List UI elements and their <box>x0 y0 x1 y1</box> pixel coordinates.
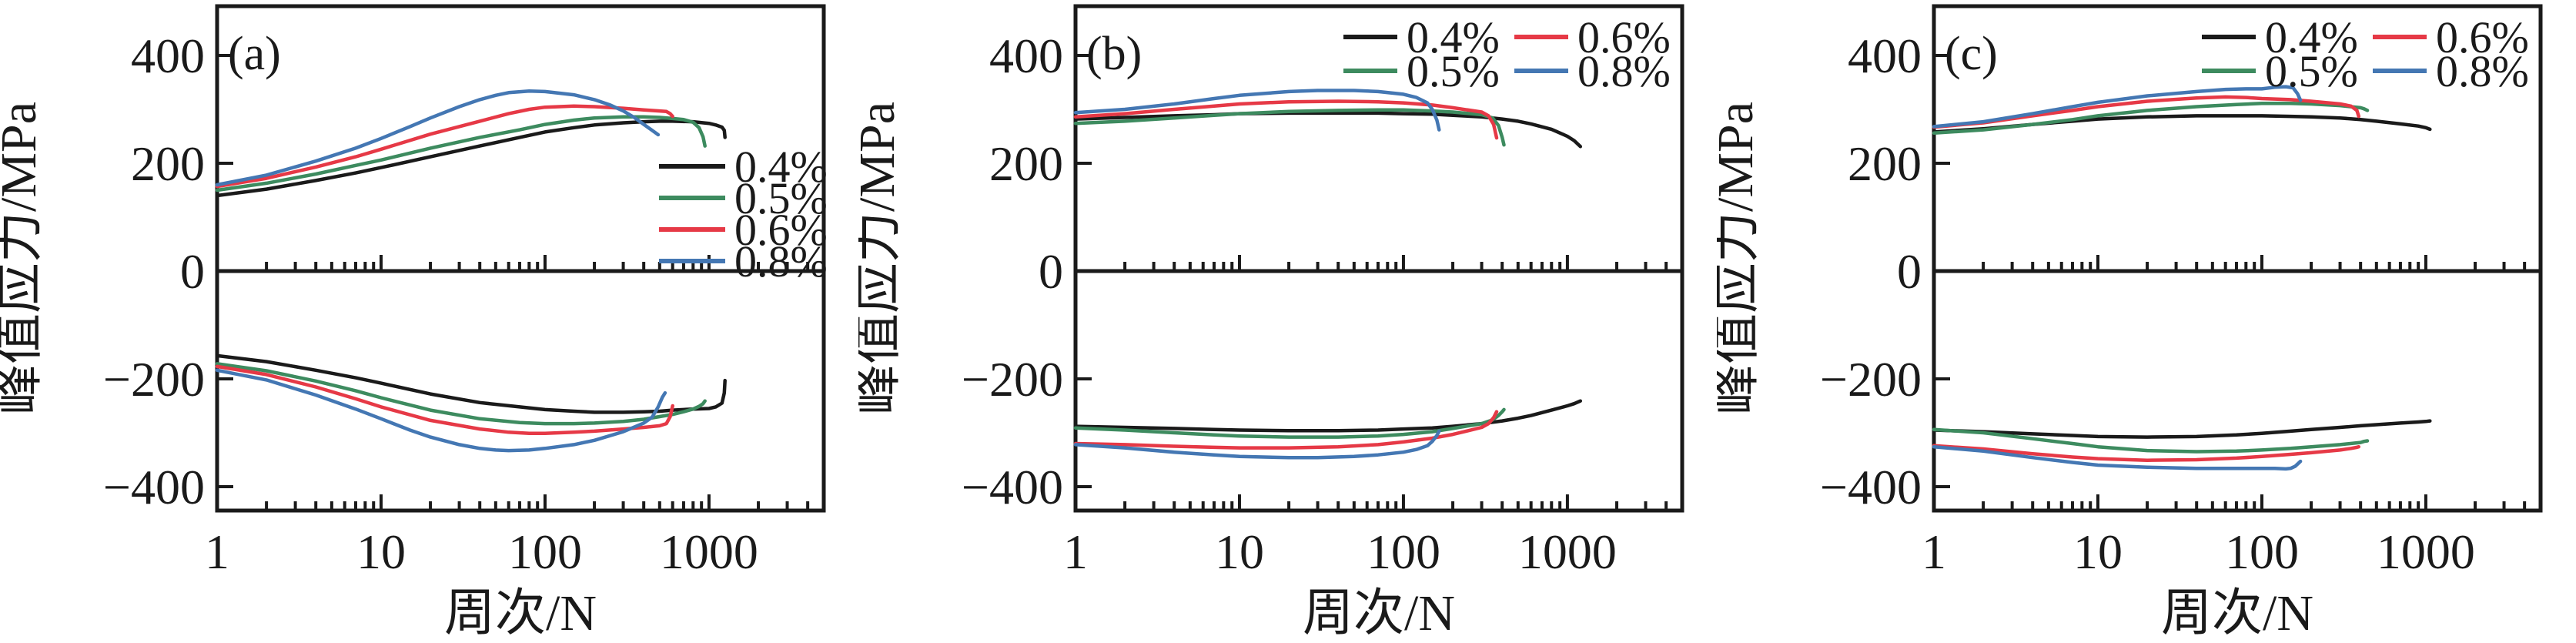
peak-stress-line-0.4% <box>215 119 727 198</box>
y-tick-label: 0 <box>1039 244 1063 299</box>
legend: 0.4%0.5%0.6%0.8% <box>659 142 828 286</box>
panel-letter: (a) <box>228 28 281 80</box>
legend-label-0.8%: 0.8% <box>2436 46 2529 96</box>
x-ticks <box>216 255 825 511</box>
x-axis-label: 周次/N <box>1303 585 1455 641</box>
y-axis-label: 峰值应力/MPa <box>858 102 905 415</box>
x-axis-label: 周次/N <box>444 585 597 641</box>
panel-letter: (c) <box>1945 28 1998 80</box>
y-tick-label: 0 <box>1897 244 1922 299</box>
y-tick-label: 200 <box>989 136 1063 191</box>
y-tick-label: −200 <box>1820 352 1922 407</box>
legend: 0.4% 0.6% 0.5% 0.8% <box>2202 12 2529 96</box>
x-tick-label: 10 <box>2073 524 2123 579</box>
peak-stress-line-0.8% <box>215 89 661 187</box>
x-tick-label: 1000 <box>2377 524 2475 579</box>
valley-stress-line-0.8% <box>215 368 667 453</box>
x-ticks <box>1074 255 1684 511</box>
y-ticks <box>1076 54 1092 488</box>
valley-stress-line-0.6% <box>1073 410 1499 450</box>
y-axis-label: 峰值应力/MPa <box>1717 102 1764 415</box>
valley-stress-line-0.8% <box>1932 444 2303 471</box>
peak-stress-line-0.8% <box>1073 89 1441 132</box>
legend-label-0.8%: 0.8% <box>734 236 828 286</box>
y-tick-label: −200 <box>103 352 205 407</box>
valley-stress-line-0.6% <box>1932 444 2361 462</box>
y-tick-label: −400 <box>1820 460 1922 514</box>
legend-label-0.4%: 0.4% <box>734 142 828 192</box>
y-ticks <box>217 54 233 488</box>
peak-stress-line-0.6% <box>1932 95 2361 129</box>
peak-stress-line-0.6% <box>215 104 674 189</box>
valley-stress-line-0.4% <box>1932 419 2432 439</box>
x-tick-label: 1 <box>1922 524 1946 579</box>
legend-label-0.6%: 0.6% <box>734 205 828 255</box>
x-tick-label: 10 <box>1215 524 1264 579</box>
peak-stress-line-0.5% <box>1073 108 1506 147</box>
x-tick-label: 10 <box>356 524 406 579</box>
legend-label-0.6%: 0.6% <box>2436 12 2529 62</box>
valley-stress-line-0.6% <box>215 364 674 435</box>
y-ticks <box>1934 54 1950 488</box>
y-tick-label: −400 <box>103 460 205 514</box>
peak-stress-line-0.8% <box>1932 85 2303 129</box>
legend-label-0.5%: 0.5% <box>2265 46 2358 96</box>
legend-label-0.4%: 0.4% <box>2265 12 2358 62</box>
plot-box <box>215 4 826 513</box>
panel-c: 400 200 0 −200 −400 1 10 100 1000 周次/N 峰值应力/MPa (c)… <box>1708 0 2576 643</box>
legend: 0.4% 0.6% 0.5% 0.8% <box>1343 12 1671 96</box>
x-tick-label: 100 <box>2225 524 2299 579</box>
x-tick-label: 100 <box>508 524 582 579</box>
y-tick-label: 400 <box>989 28 1063 83</box>
x-tick-label: 1000 <box>660 524 758 579</box>
y-tick-label: 200 <box>1848 136 1922 191</box>
valley-stress-line-0.5% <box>215 362 707 426</box>
x-tick-label: 100 <box>1367 524 1440 579</box>
x-ticks <box>1932 255 2542 511</box>
peak-stress-line-0.6% <box>1073 99 1499 140</box>
y-tick-label: 400 <box>131 28 205 83</box>
valley-stress-line-0.5% <box>1932 427 2370 454</box>
y-tick-label: −200 <box>962 352 1063 407</box>
valley-stress-line-0.4% <box>215 353 727 414</box>
y-tick-label: 400 <box>1848 28 1922 83</box>
x-axis-label: 周次/N <box>2161 585 2313 641</box>
valley-stress-line-0.8% <box>1073 429 1441 460</box>
valley-stress-line-0.4% <box>1073 399 1583 433</box>
panel-b: 400 200 0 −200 −400 1 10 100 1000 周次/N 峰值应力/MPa (b)… <box>849 0 1717 643</box>
y-axis-label: 峰值应力/MPa <box>0 102 47 415</box>
legend-label-0.6%: 0.6% <box>1577 12 1671 62</box>
legend-label-0.4%: 0.4% <box>1407 12 1500 62</box>
panel-letter: (b) <box>1086 28 1142 80</box>
x-tick-label: 1000 <box>1518 524 1617 579</box>
panel-a: 400 200 0 −200 −400 1 10 100 1000 周次/N 峰值应力/MPa (a)… <box>0 0 858 643</box>
x-tick-label: 1 <box>1063 524 1088 579</box>
legend-label-0.5%: 0.5% <box>734 173 828 223</box>
y-tick-label: −400 <box>962 460 1063 514</box>
y-tick-label: 200 <box>131 136 205 191</box>
peak-stress-line-0.5% <box>215 115 707 193</box>
legend-label-0.8%: 0.8% <box>1577 46 1671 96</box>
y-tick-label: 0 <box>180 244 205 299</box>
x-tick-label: 1 <box>205 524 229 579</box>
legend-label-0.5%: 0.5% <box>1407 46 1500 96</box>
